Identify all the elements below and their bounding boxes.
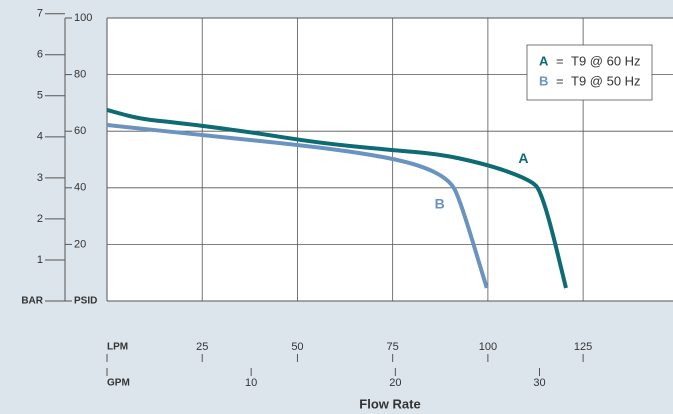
- x-tick-label: 50: [291, 341, 303, 353]
- x2-tick-label: GPM: [107, 378, 130, 389]
- x2-tick-label: 20: [389, 377, 401, 389]
- y-tick-label: 60: [74, 125, 86, 137]
- x-tick-label: 25: [196, 341, 208, 353]
- legend-entry: T9 @ 60 Hz: [571, 53, 641, 68]
- legend-entry: T9 @ 50 Hz: [571, 73, 641, 88]
- x2-tick-label: 30: [533, 377, 545, 389]
- y-tick-label: 20: [74, 238, 86, 250]
- y2-tick-label: 1: [37, 254, 43, 266]
- y2-tick-label: 5: [37, 90, 43, 102]
- series-line: [106, 122, 489, 289]
- x-tick-label: 125: [574, 341, 592, 353]
- curve-label: A: [518, 150, 528, 166]
- y-tick-label: 100: [74, 12, 92, 24]
- x2-tick-label: 10: [245, 377, 257, 389]
- y2-tick-label: 7: [37, 8, 43, 20]
- y2-tick-label: BAR: [21, 296, 43, 307]
- y2-tick-label: 4: [37, 131, 43, 143]
- y2-tick-label: 6: [37, 49, 43, 61]
- x-tick-label: LPM: [107, 342, 128, 353]
- y-tick-label: 40: [74, 182, 86, 194]
- x-tick-label: 100: [479, 341, 497, 353]
- y-tick-label: 80: [74, 69, 86, 81]
- y2-tick-label: 2: [37, 213, 43, 225]
- x-tick-label: 75: [387, 341, 399, 353]
- x-axis-title: Flow Rate: [359, 396, 420, 411]
- series-line: [106, 108, 568, 289]
- legend-key: A: [539, 53, 549, 68]
- y2-tick-label: 3: [37, 172, 43, 184]
- legend-separator: =: [556, 73, 564, 88]
- legend-box: [526, 44, 653, 101]
- legend-key: B: [539, 73, 548, 88]
- curve-label: B: [435, 195, 445, 211]
- y-tick-label: PSID: [74, 296, 97, 307]
- legend-separator: =: [556, 53, 564, 68]
